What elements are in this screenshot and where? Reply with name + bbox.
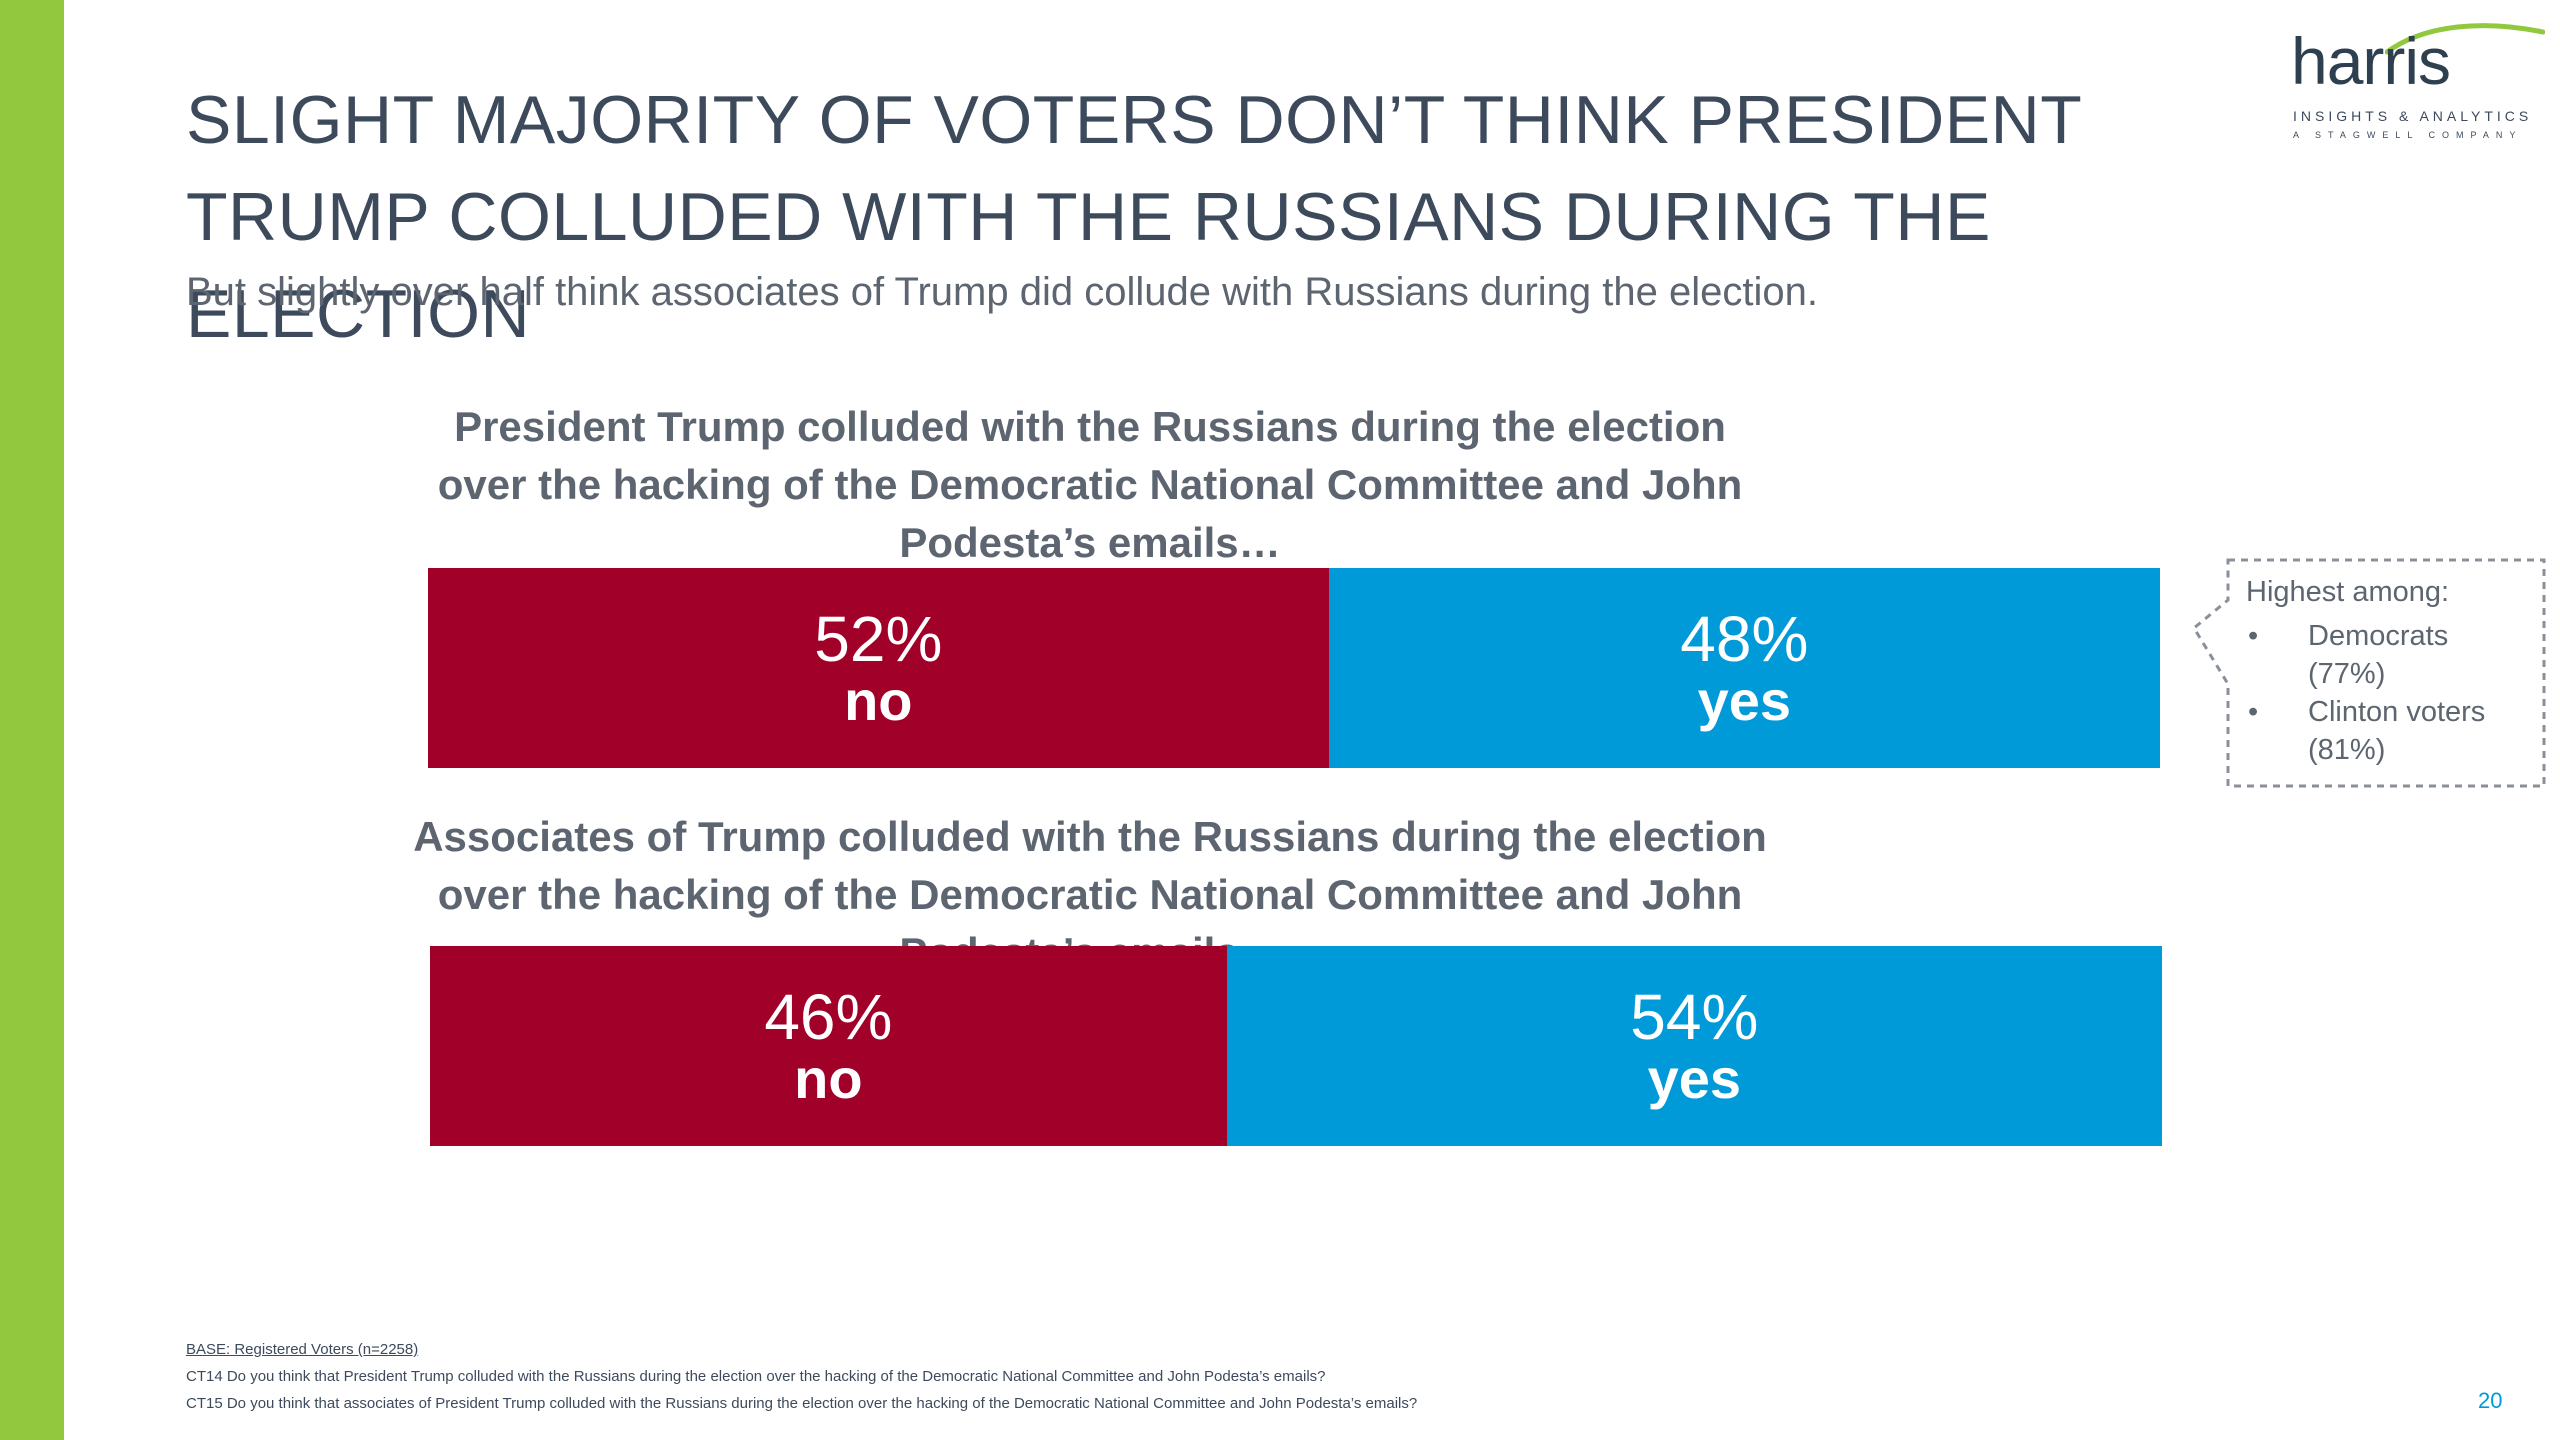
harris-logo: harris INSIGHTS & ANALYTICS A STAGWELL C…	[2285, 18, 2545, 148]
bar-segment-no: 46% no	[430, 946, 1227, 1146]
callout-content: Highest among: Democrats (77%) Clinton v…	[2246, 576, 2508, 769]
chart-1-bar: 52% no 48% yes	[428, 568, 2160, 768]
data-label-percent: 52%	[814, 603, 943, 675]
data-label-percent: 54%	[1630, 981, 1759, 1053]
footnote-base: BASE: Registered Voters (n=2258)	[186, 1341, 419, 1358]
callout-box	[2192, 558, 2546, 788]
data-label-percent: 46%	[764, 981, 893, 1053]
slide-subtitle: But slightly over half think associates …	[186, 270, 1818, 314]
category-label: no	[844, 669, 913, 732]
callout-item-value: (81%)	[2308, 734, 2386, 766]
chart-2-bar: 46% no 54% yes	[430, 946, 2162, 1146]
accent-bar	[0, 0, 64, 1440]
slide-title: SLIGHT MAJORITY OF VOTERS DON’T THINK PR…	[186, 82, 2082, 352]
callout-item-democrats: Democrats (77%)	[2246, 617, 2508, 693]
footnote-ct14: CT14 Do you think that President Trump c…	[186, 1368, 1326, 1385]
chart-1-title: President Trump colluded with the Russia…	[437, 403, 1743, 566]
callout-item-value: (77%)	[2308, 658, 2386, 690]
page-number: 20	[2478, 1388, 2503, 1413]
bar-segment-yes: 54% yes	[1226, 946, 2162, 1146]
bar-segment-no: 52% no	[428, 568, 1329, 768]
category-label: no	[794, 1047, 863, 1110]
callout-item-label: Democrats	[2308, 620, 2449, 652]
bar-segment-yes: 48% yes	[1328, 568, 2160, 768]
callout-heading: Highest among:	[2246, 576, 2450, 608]
logo-swoosh-icon	[2385, 23, 2545, 55]
logo-tagline: INSIGHTS & ANALYTICS	[2293, 108, 2533, 124]
callout-item-clinton-voters: Clinton voters (81%)	[2246, 693, 2508, 769]
callout-item-label: Clinton voters	[2308, 696, 2486, 728]
category-label: yes	[1697, 669, 1792, 732]
data-label-percent: 48%	[1680, 603, 1809, 675]
footnote-ct15: CT15 Do you think that associates of Pre…	[186, 1395, 1418, 1412]
footnotes: BASE: Registered Voters (n=2258) CT14 Do…	[186, 1336, 1417, 1417]
logo-subtagline: A STAGWELL COMPANY	[2293, 130, 2523, 140]
logo-wordmark: harris	[2291, 24, 2451, 98]
chart-2-title: Associates of Trump colluded with the Ru…	[413, 813, 1767, 976]
category-label: yes	[1647, 1047, 1742, 1110]
callout-list: Democrats (77%) Clinton voters (81%)	[2246, 617, 2508, 769]
